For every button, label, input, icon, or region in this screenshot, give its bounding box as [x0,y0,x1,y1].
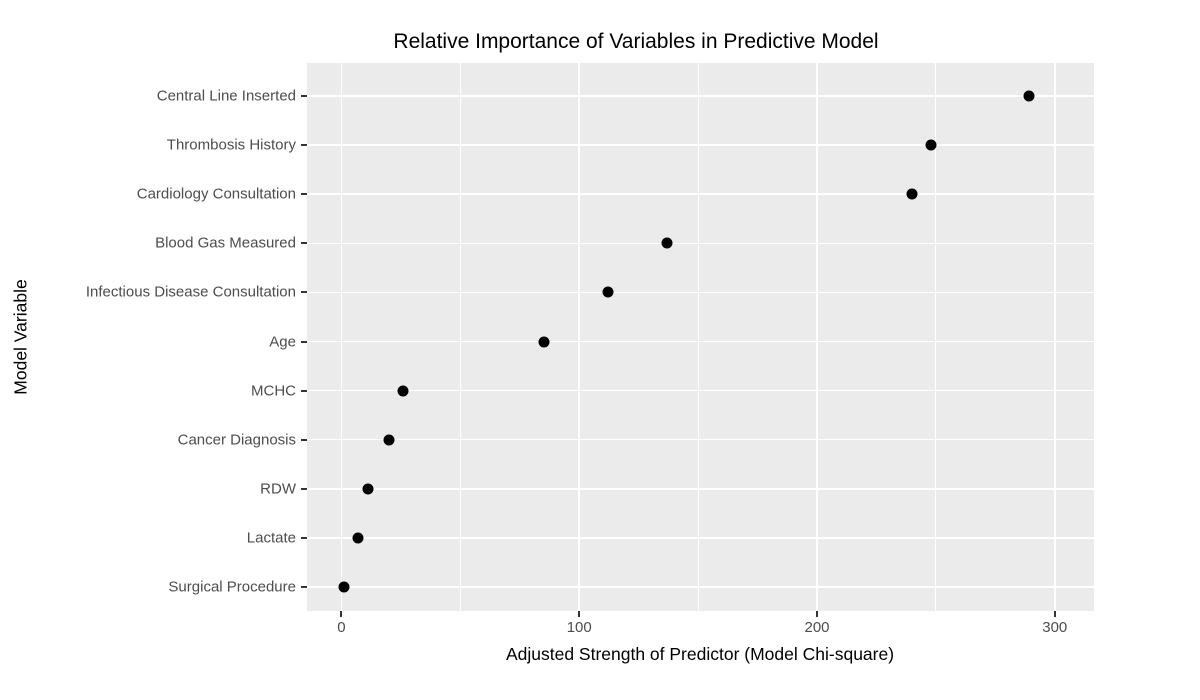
major-gridline [816,63,818,611]
y-tick-mark [301,487,307,490]
y-tick-mark [301,536,307,539]
x-tick-mark [816,611,818,617]
minor-gridline [459,63,461,611]
category-gridline [307,340,1094,343]
minor-gridline [935,63,937,611]
y-tick-mark [301,438,307,441]
data-point [397,385,409,397]
y-tick-label: Lactate [246,529,296,547]
x-tick-mark [1053,611,1056,617]
y-tick-label: Thrombosis History [166,136,296,154]
data-point [538,336,550,347]
y-tick-mark [301,291,307,294]
y-tick-label: Central Line Inserted [156,87,296,105]
y-tick-label: Cancer Diagnosis [177,431,296,449]
y-tick-label: Cardiology Consultation [136,185,296,203]
x-tick-mark [578,611,581,617]
minor-gridline [697,63,699,611]
data-point [602,286,614,298]
major-gridline [340,63,343,611]
y-tick-label: Age [269,333,296,350]
category-gridline [307,144,1094,146]
data-point [362,483,374,495]
y-tick-label: Surgical Procedure [168,578,296,596]
chart-title: Relative Importance of Variables in Pred… [393,30,879,53]
category-gridline [307,389,1094,392]
category-gridline [307,242,1094,245]
y-tick-label: Blood Gas Measured [155,234,296,252]
data-point [906,188,918,200]
y-tick-mark [301,340,307,343]
y-tick-label: Infectious Disease Consultation [85,283,296,301]
x-tick-mark [340,611,343,617]
category-gridline [307,438,1094,441]
x-tick-label: 0 [337,619,346,636]
y-tick-mark [301,95,307,97]
category-gridline [307,537,1094,539]
category-gridline [307,291,1094,294]
y-tick-mark [301,144,307,147]
y-tick-label: RDW [260,480,296,498]
y-tick-label: MCHC [251,382,296,400]
plot-panel [307,63,1094,611]
category-gridline [307,193,1094,195]
y-tick-mark [301,242,307,245]
data-point [338,581,350,593]
x-axis-title: Adjusted Strength of Predictor (Model Ch… [505,644,895,664]
x-tick-label: 100 [566,619,592,636]
x-tick-label: 200 [804,619,830,636]
data-point [1023,90,1035,102]
data-point [383,434,395,446]
y-tick-mark [301,389,307,392]
data-point [352,532,364,544]
y-tick-mark [301,586,307,588]
y-tick-mark [301,193,307,196]
category-gridline [307,586,1094,588]
category-gridline [307,488,1094,490]
major-gridline [578,63,581,611]
category-gridline [307,95,1094,97]
data-point [661,237,673,249]
x-tick-label: 300 [1042,619,1068,636]
data-point [925,139,937,151]
major-gridline [1053,63,1056,611]
